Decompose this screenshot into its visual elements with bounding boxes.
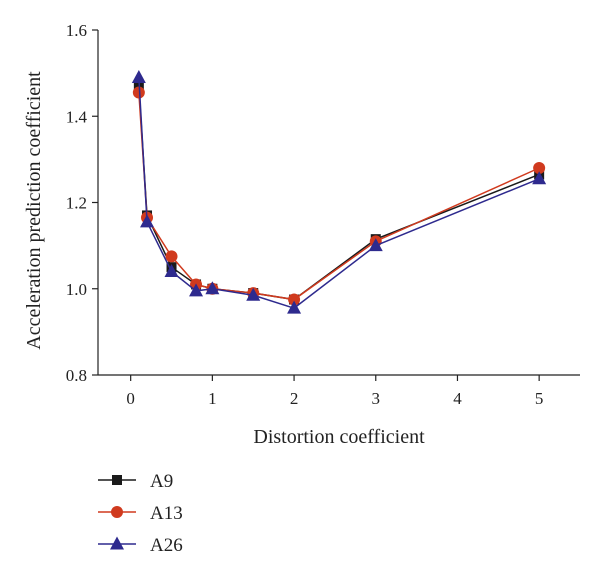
- x-tick-label: 5: [535, 389, 544, 408]
- legend-marker: [112, 475, 122, 485]
- data-point: [246, 287, 261, 301]
- data-point: [533, 162, 546, 174]
- data-point: [368, 238, 383, 252]
- legend-label: A9: [150, 471, 173, 492]
- legend-item-a13: A13: [98, 503, 183, 524]
- axes: 0 1 2 3 4 5 0.8 1.0 1.2 1.4 1.6: [66, 21, 580, 408]
- legend-item-a26: A26: [98, 535, 183, 556]
- legend: A9 A13 A26: [98, 471, 183, 556]
- y-tick-label: 1.4: [66, 107, 88, 126]
- series-layer: [131, 69, 547, 314]
- legend-item-a9: A9: [98, 471, 173, 492]
- data-point: [189, 283, 204, 297]
- legend-label: A13: [150, 503, 183, 524]
- data-point: [287, 300, 302, 314]
- x-tick-label: 0: [126, 389, 135, 408]
- y-axis-title: Acceleration prediction coefficient: [23, 71, 45, 350]
- data-point: [165, 250, 178, 263]
- legend-marker: [111, 506, 123, 518]
- legend-label: A26: [150, 535, 183, 556]
- series-a26: [131, 69, 547, 314]
- y-tick-label: 1.6: [66, 21, 87, 40]
- x-axis-title: Distortion coefficient: [253, 426, 425, 448]
- x-tick-label: 1: [208, 389, 217, 408]
- data-point: [532, 171, 547, 185]
- data-point: [288, 293, 301, 306]
- x-tick-label: 2: [290, 389, 299, 408]
- y-tick-label: 1.0: [66, 280, 87, 299]
- data-point: [164, 264, 179, 277]
- data-point: [205, 281, 220, 295]
- x-tick-label: 4: [453, 389, 462, 408]
- series-line: [138, 92, 540, 301]
- data-point: [131, 69, 146, 83]
- y-tick-label: 1.2: [66, 194, 87, 213]
- x-tick-label: 3: [372, 389, 381, 408]
- data-point: [140, 214, 155, 228]
- legend-marker: [110, 536, 124, 550]
- y-tick-label: 0.8: [66, 366, 87, 385]
- data-point: [132, 86, 145, 99]
- series-line: [138, 77, 540, 309]
